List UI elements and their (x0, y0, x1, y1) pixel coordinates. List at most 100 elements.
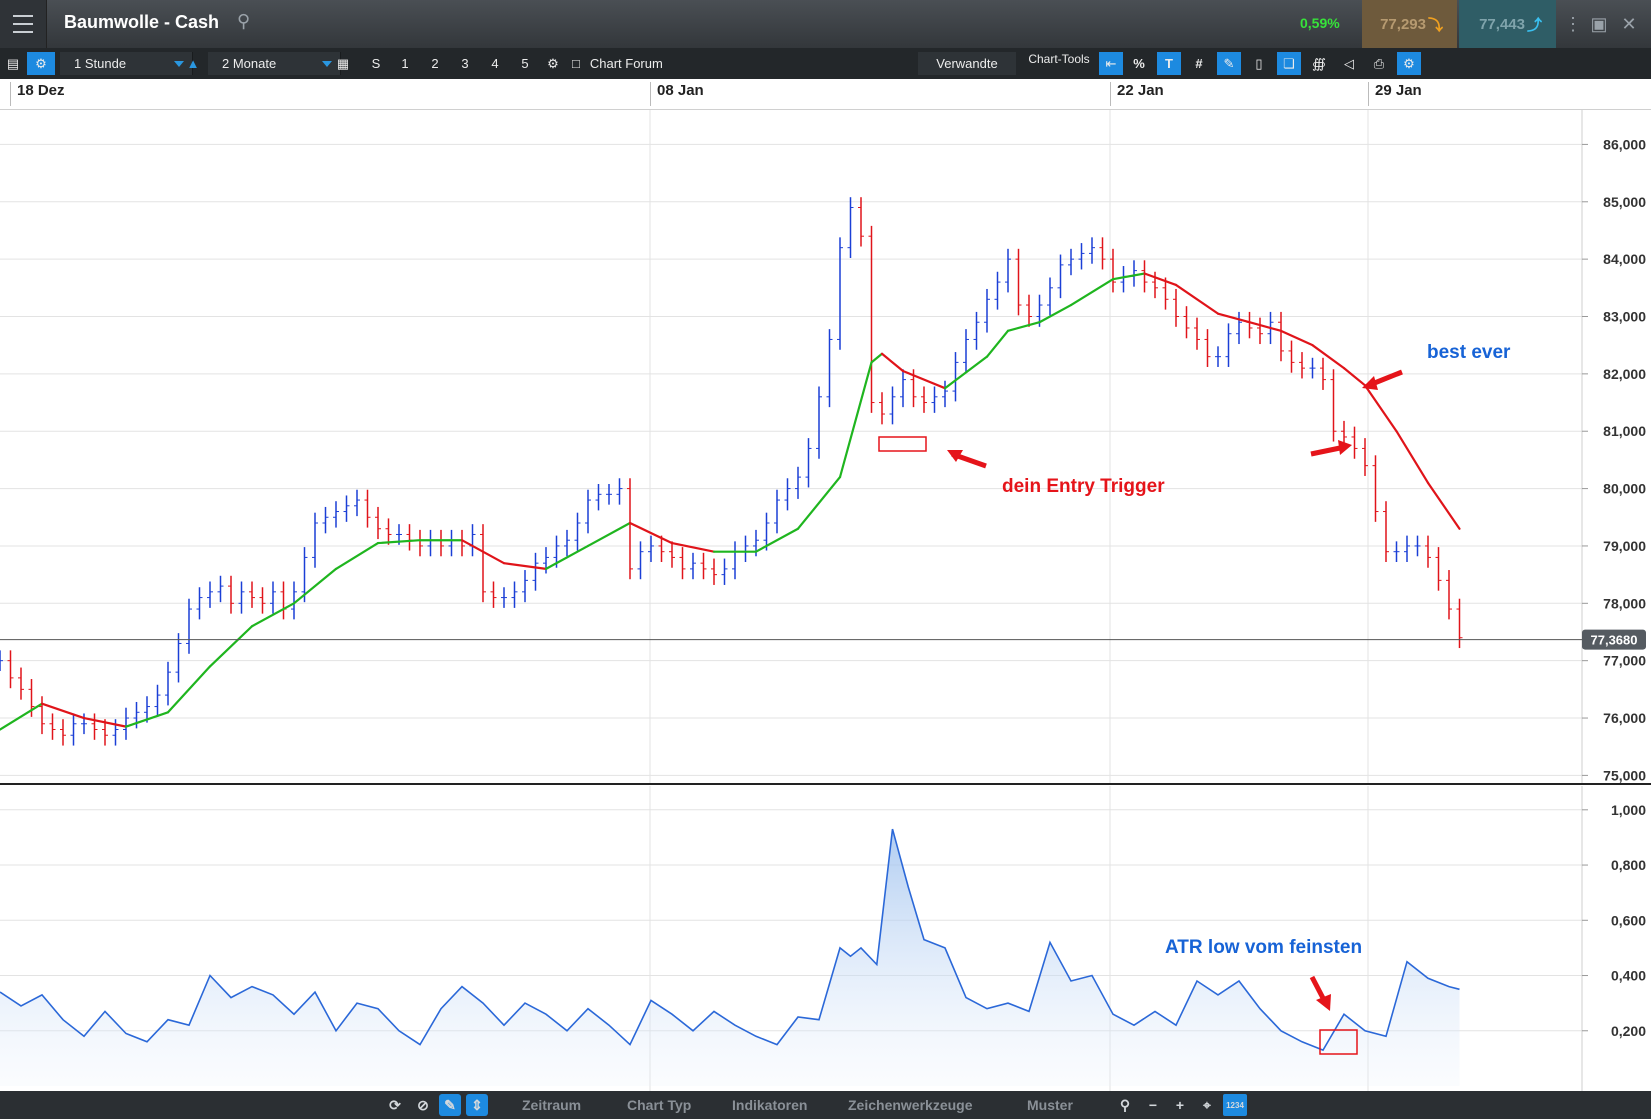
date-tick: 29 Jan (1368, 82, 1422, 106)
grid-icon[interactable]: # (1195, 56, 1203, 71)
ma-segment (1248, 321, 1283, 332)
pencil-icon[interactable]: ✎ (439, 1094, 461, 1116)
settings-icon[interactable]: ⚙ (1397, 52, 1421, 75)
draw-line-icon[interactable]: ✎ (1217, 52, 1241, 75)
counter-badge[interactable]: 1234 (1223, 1094, 1247, 1116)
tab-zeitraum[interactable]: Zeitraum (522, 1097, 582, 1113)
y-tick-label: 82,000 (1603, 366, 1646, 382)
range-value: 2 Monate (222, 56, 277, 71)
zoom-in-icon[interactable]: + (1175, 1097, 1185, 1113)
tab-muster[interactable]: Muster (1027, 1097, 1073, 1113)
crosshair-icon[interactable]: ⌖ (1203, 1096, 1211, 1113)
menu-button[interactable] (0, 0, 47, 48)
search-icon[interactable]: ⚲ (237, 11, 251, 31)
tab-indikatoren[interactable]: Indikatoren (732, 1097, 808, 1113)
y-tick-label: 85,000 (1603, 194, 1646, 210)
current-price-label: 77,3680 (1591, 633, 1638, 648)
ma-segment (628, 521, 674, 545)
gear-icon[interactable]: ⚙ (547, 55, 559, 71)
tab-zeichenwerkzeuge[interactable]: Zeichenwerkzeuge (848, 1097, 973, 1113)
chart-tools-label: Chart-Tools (1028, 52, 1090, 66)
y-tick-label: 86,000 (1603, 136, 1646, 152)
y-tick-label: 78,000 (1603, 595, 1646, 611)
grip-icon[interactable]: ⋮ (1564, 13, 1582, 34)
ma-segment (1311, 344, 1346, 370)
preset-4-button[interactable]: 4 (491, 56, 499, 71)
text-icon[interactable]: T (1157, 52, 1181, 75)
chevron-down-icon (322, 61, 332, 67)
interval-select[interactable]: 1 Stunde (60, 52, 193, 75)
ma-segment (40, 702, 86, 720)
preset-1-button[interactable]: 1 (401, 56, 409, 71)
print-icon[interactable]: ⎙ (1373, 55, 1385, 71)
ma-segment (1279, 329, 1314, 347)
atr-axis: 1,000 0,800 0,600 0,400 0,200 (1581, 786, 1646, 1091)
ma-segment (250, 602, 296, 628)
ma-segment (870, 352, 884, 364)
best-arrow-lower (1310, 440, 1352, 457)
date-tick: 22 Jan (1110, 82, 1164, 106)
preset-3-button[interactable]: 3 (461, 56, 469, 71)
y-tick-label: 79,000 (1603, 538, 1646, 554)
atr-chart[interactable]: 1,000 0,800 0,600 0,400 0,200 ATR low vom fe… (0, 786, 1651, 1091)
percent-icon[interactable]: % (1133, 56, 1145, 71)
popout-icon[interactable]: ▣ (1590, 13, 1608, 34)
change-percent: 0,59% (1300, 15, 1340, 31)
atr-annotation: ATR low vom feinsten (1165, 937, 1362, 958)
close-icon[interactable]: ✕ (1621, 13, 1637, 34)
preset-5-button[interactable]: 5 (521, 56, 529, 71)
price-chart[interactable]: 86,000 85,000 84,000 83,000 82,000 81,000 80,0… (0, 110, 1651, 785)
date-tick: 18 Dez (10, 82, 65, 106)
y-tick-label: 83,000 (1603, 309, 1646, 325)
lock-icon[interactable]: ▲ (186, 56, 200, 71)
moving-average (0, 272, 1461, 731)
y-tick-label: 77,000 (1603, 653, 1646, 669)
y-tick-label: 0,400 (1611, 968, 1646, 984)
price-chart-background (0, 110, 1651, 785)
ma-segment (586, 521, 632, 548)
y-tick-label: 0,800 (1611, 857, 1646, 873)
refresh-icon[interactable]: ⟳ (389, 1096, 401, 1113)
settings-gear-icon[interactable]: ⚙ (27, 52, 55, 75)
scroll-left-icon[interactable]: ⇤ (1099, 52, 1123, 75)
atr-highlight-box (1319, 1029, 1358, 1055)
preset-2-button[interactable]: 2 (431, 56, 439, 71)
best-annotation: best ever (1427, 342, 1511, 363)
calendar-icon[interactable]: ▦ (336, 55, 350, 71)
buy-price-button[interactable]: 77,443 ⤴ (1459, 0, 1556, 48)
atr-area (0, 829, 1460, 1086)
arrow-down-icon: ⤵ (1427, 16, 1443, 34)
range-select[interactable]: 2 Monate (208, 52, 341, 75)
ma-segment (334, 541, 380, 570)
zoom-out-icon[interactable]: − (1148, 1097, 1158, 1113)
atr-arrow (1309, 975, 1331, 1011)
y-tick-label: 84,000 (1603, 251, 1646, 267)
ohlc-icon[interactable]: ∰ (1312, 55, 1326, 71)
tab-chart-typ[interactable]: Chart Typ (627, 1097, 692, 1113)
ma-segment (1111, 272, 1146, 281)
updown-icon[interactable]: ⇕ (466, 1094, 488, 1116)
hamburger-icon (13, 15, 33, 33)
sell-price-button[interactable]: 77,293 ⤵ (1362, 0, 1457, 48)
price-grid (0, 143, 1582, 776)
related-button[interactable]: Verwandte (918, 52, 1016, 75)
ma-segment (124, 711, 170, 728)
y-tick-label: 1,000 (1611, 802, 1646, 818)
ma-segment (796, 476, 842, 530)
ma-segment (292, 567, 338, 605)
candle-icon[interactable]: ▯ (1255, 55, 1263, 71)
ma-segment (754, 527, 800, 553)
ma-segment (1216, 312, 1251, 324)
chart-forum-button[interactable]: □ Chart Forum (572, 52, 702, 75)
buy-price: 77,443 (1479, 15, 1525, 33)
no-entry-icon[interactable]: ⊘ (417, 1096, 429, 1113)
ma-segment (880, 352, 905, 373)
windows-icon[interactable]: ❏ (1277, 52, 1301, 75)
y-tick-label: 75,000 (1603, 767, 1646, 783)
y-tick-label: 0,200 (1611, 1023, 1646, 1039)
tag-icon[interactable]: ◁ (1344, 55, 1354, 71)
date-axis: 18 Dez 08 Jan 22 Jan 29 Jan (0, 79, 1651, 110)
preset-s-button[interactable]: S (371, 56, 381, 71)
zoom-icon[interactable]: ⚲ (1119, 1096, 1131, 1113)
doc-icon[interactable]: ▤ (6, 55, 20, 71)
